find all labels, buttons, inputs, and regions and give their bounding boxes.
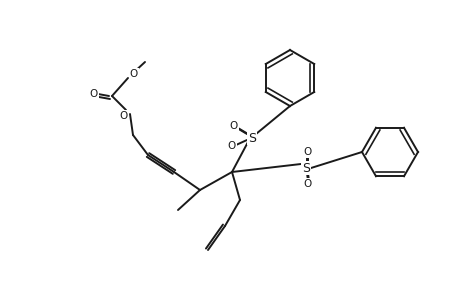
Text: O: O — [129, 69, 138, 79]
Text: S: S — [247, 131, 256, 145]
Text: O: O — [120, 111, 128, 121]
Text: O: O — [230, 121, 238, 131]
Text: O: O — [303, 179, 312, 189]
Text: S: S — [302, 161, 309, 175]
Text: O: O — [90, 89, 98, 99]
Text: O: O — [227, 141, 235, 151]
Text: O: O — [303, 147, 312, 157]
